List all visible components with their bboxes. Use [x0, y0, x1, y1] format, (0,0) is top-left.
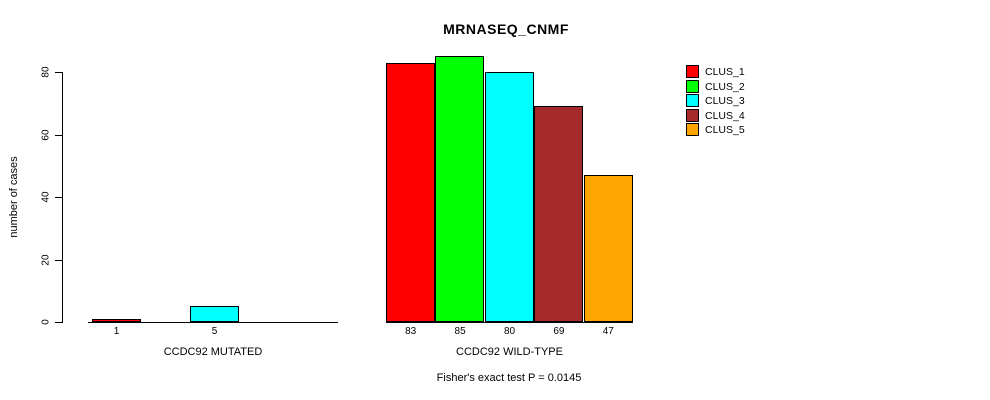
x-axis-baseline-group-2	[386, 322, 633, 323]
group-label-1: CCDC92 MUTATED	[163, 346, 263, 358]
bar-clus_3-group-2	[485, 72, 534, 322]
legend-label: CLUS_3	[705, 95, 745, 108]
y-tick-mark-20	[55, 259, 62, 261]
group-label-2: CCDC92 WILD-TYPE	[456, 346, 563, 358]
legend-label: CLUS_2	[705, 80, 745, 93]
y-tick-label-20: 20	[40, 253, 52, 266]
legend-label: CLUS_1	[705, 66, 745, 78]
bar-clus_3-group-1	[190, 306, 239, 322]
y-tick-mark-80	[55, 72, 62, 73]
y-axis-line	[62, 72, 63, 323]
y-tick-mark-60	[55, 134, 62, 136]
bar-clus_1-group-2	[386, 63, 435, 322]
bar-clus_1-group-1	[92, 319, 141, 322]
y-tick-label-0: 0	[40, 319, 52, 325]
chart-title: MRNASEQ_CNMF	[443, 21, 569, 37]
y-tick-label-80: 80	[40, 66, 52, 78]
legend-label: CLUS_4	[705, 109, 745, 122]
bar-clus_4-group-2	[534, 106, 583, 322]
bar-value-label: 83	[405, 326, 417, 337]
y-tick-label-40: 40	[40, 191, 52, 203]
footnote-pvalue: Fisher's exact test P = 0.0145	[436, 372, 582, 384]
bar-clus_2-group-2	[435, 56, 484, 322]
bar-value-label: 47	[602, 326, 614, 337]
x-axis-baseline-group-1	[88, 322, 338, 323]
bar-value-label: 85	[454, 326, 466, 337]
y-tick-label-60: 60	[40, 128, 52, 141]
bar-clus_5-group-2	[584, 175, 633, 322]
legend-swatch-icon	[686, 65, 699, 78]
bar-value-label: 80	[503, 326, 516, 337]
legend-swatch-icon	[686, 123, 699, 137]
legend-label: CLUS_5	[705, 124, 745, 137]
y-axis-label: number of cases	[8, 156, 20, 238]
legend-swatch-icon	[686, 79, 699, 93]
y-tick-mark-40	[55, 197, 62, 198]
bar-value-label: 1	[113, 326, 120, 337]
bar-value-label: 69	[553, 326, 565, 337]
legend-swatch-icon	[686, 108, 699, 122]
bar-value-label: 5	[211, 326, 218, 337]
y-tick-mark-0	[55, 322, 62, 323]
legend-swatch-icon	[686, 94, 699, 108]
